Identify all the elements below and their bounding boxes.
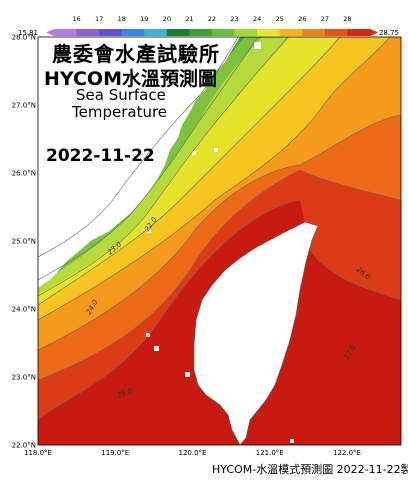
footer-caption: HYCOM-水溫模式預測圖 2022-11-22製圖: [212, 463, 408, 476]
latitude-label: 23.0°N: [12, 374, 36, 382]
longitude-label: 118.0°E: [24, 449, 52, 457]
latitude-label: 26.0°N: [12, 170, 36, 178]
colorbar-tick-label: 23: [230, 15, 238, 23]
colorbar-cell: [279, 29, 303, 36]
colorbar-min-label: 15.81: [18, 29, 38, 37]
colorbar-min-arrow: [46, 29, 54, 36]
latitude-label: 25.0°N: [12, 238, 36, 246]
colorbar-tick-label: 18: [118, 15, 126, 23]
longitude-label: 122.0°E: [333, 449, 361, 457]
colorbar-tick-label: 17: [95, 15, 103, 23]
colorbar-cell: [99, 29, 123, 36]
colorbar-cell: [324, 29, 348, 36]
colorbar-cell: [257, 29, 281, 36]
latitude-label: 22.0°N: [12, 442, 36, 450]
map-title-model: HYCOM水溫預測圖: [44, 68, 217, 90]
colorbar-cell: [347, 29, 371, 36]
longitude-label: 119.0°E: [101, 449, 129, 457]
colorbar-tick-label: 21: [185, 15, 193, 23]
map-title-chinese: 農委會水產試驗所: [52, 42, 220, 66]
colorbar: 15.81 28.75 16 17 18 19 20 21 22 23 24 25 26 27 28: [18, 15, 401, 37]
colorbar-cell: [121, 29, 145, 36]
colorbar-cell: [189, 29, 213, 36]
colorbar-tick-label: 27: [321, 15, 329, 23]
colorbar-tick-label: 19: [140, 15, 148, 23]
colorbar-tick-label: 20: [163, 15, 171, 23]
map-title-english-1: Sea Surface: [76, 86, 166, 104]
colorbar-cell: [212, 29, 235, 36]
longitude-label: 120.0°E: [179, 449, 207, 457]
latitude-label: 28.0°N: [12, 34, 36, 42]
colorbar-tick-label: 28: [343, 15, 351, 23]
latitude-label: 24.0°N: [12, 306, 36, 314]
colorbar-tick-label: 16: [72, 15, 80, 23]
colorbar-tick-label: 25: [276, 15, 284, 23]
map-frame: [37, 36, 402, 446]
sst-field: 22.0 23.0 24.0 25.0 26.0 27.0: [38, 37, 401, 445]
colorbar-max-label: 28.75: [379, 29, 399, 37]
colorbar-cell: [76, 29, 100, 36]
colorbar-cell: [234, 29, 258, 36]
colorbar-cell: [54, 29, 77, 36]
forecast-date: 2022-11-22: [46, 146, 155, 166]
longitude-label: 121.0°E: [256, 449, 284, 457]
colorbar-cell: [144, 29, 168, 36]
latitude-label: 27.0°N: [12, 102, 36, 110]
colorbar-tick-label: 26: [298, 15, 306, 23]
colorbar-tick-label: 24: [253, 15, 261, 23]
colorbar-cell: [302, 29, 326, 36]
colorbar-cell: [166, 29, 190, 36]
map-title-english-2: Temperature: [72, 103, 168, 121]
colorbar-max-arrow: [370, 29, 378, 36]
colorbar-tick-label: 22: [208, 15, 216, 23]
